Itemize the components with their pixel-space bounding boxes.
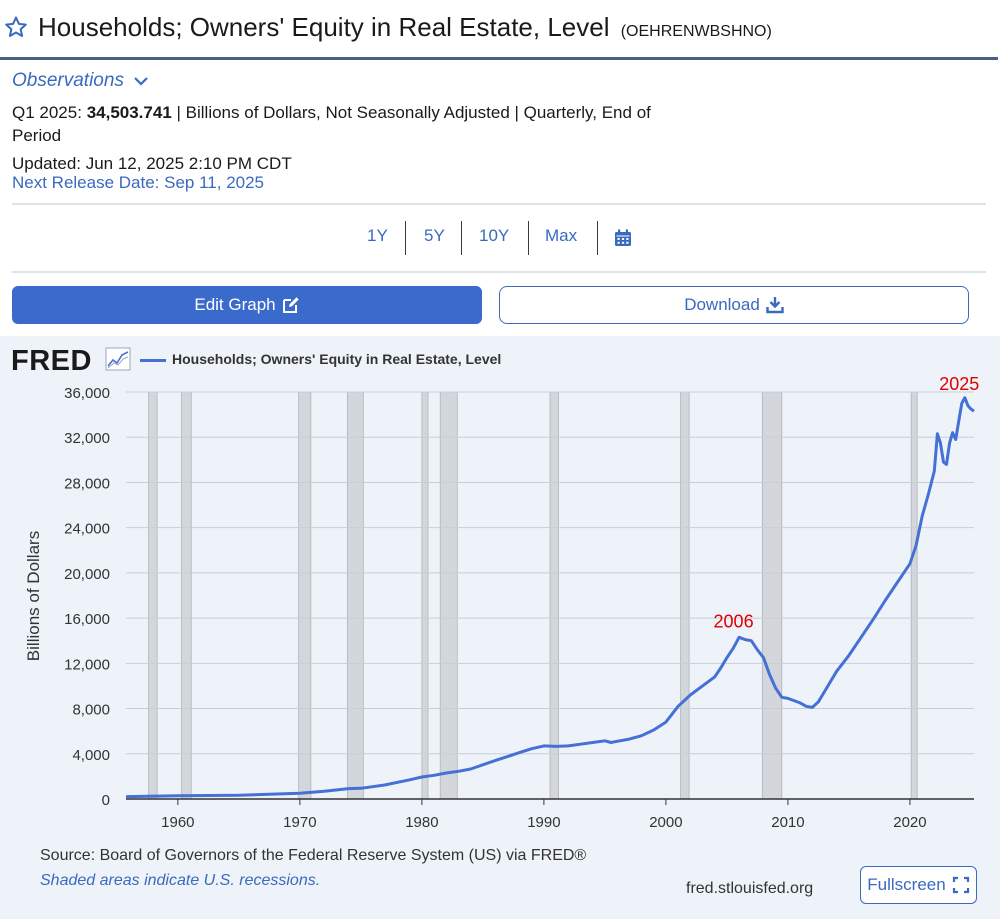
annotations: 2006 2025 [714, 374, 980, 631]
y-tick-label: 8,000 [72, 702, 110, 719]
expand-icon [952, 876, 969, 894]
legend-swatch [140, 358, 166, 362]
recession-band [761, 391, 783, 800]
recession-note: Shaded areas indicate U.S. recessions. [40, 872, 321, 889]
fullscreen-button[interactable]: Fullscreen [860, 866, 977, 904]
edit-icon [282, 297, 299, 313]
updated-date: Updated: Jun 12, 2025 2:10 PM CDT [12, 154, 292, 173]
x-tick-label: 2010 [771, 814, 804, 831]
recession-band [421, 391, 429, 800]
y-tick-label: 24,000 [64, 521, 110, 538]
y-axis-label: Billions of Dollars [24, 531, 43, 661]
y-tick-label: 20,000 [64, 566, 110, 583]
edit-graph-button[interactable]: Edit Graph [12, 286, 482, 324]
range-separator [597, 221, 598, 255]
y-tick-label: 4,000 [72, 747, 110, 764]
series-title: Households; Owners' Equity in Real Estat… [38, 12, 610, 42]
y-tick-label: 16,000 [64, 611, 110, 628]
x-tick-label: 2020 [893, 814, 926, 831]
x-tick-labels: 1960 1970 1980 1990 2000 2010 2020 [161, 799, 927, 831]
recession-band [549, 391, 559, 800]
x-tick-label: 1970 [283, 814, 316, 831]
download-button[interactable]: Download [499, 286, 969, 324]
y-tick-labels: 0 4,000 8,000 12,000 16,000 20,000 24,000 28,00… [64, 385, 110, 809]
y-tick-label: 36,000 [64, 385, 110, 402]
y-tick-label: 28,000 [64, 475, 110, 492]
range-5y-button[interactable]: 5Y [424, 226, 445, 245]
fullscreen-label: Fullscreen [867, 875, 946, 894]
series-line [125, 396, 975, 799]
recession-band [148, 391, 158, 800]
range-separator [405, 221, 406, 255]
calendar-icon[interactable] [614, 229, 632, 247]
x-tick-label: 1960 [161, 814, 194, 831]
divider [12, 203, 986, 205]
y-tick-label: 12,000 [64, 656, 110, 673]
title-divider [0, 57, 998, 60]
latest-observation: Q1 2025: 34,503.741 | Billions of Dollar… [12, 101, 652, 147]
chart-line-icon [105, 347, 131, 371]
recession-band [439, 391, 458, 800]
star-outline-icon[interactable] [4, 15, 28, 39]
chevron-down-icon [134, 77, 149, 86]
download-icon [766, 297, 784, 314]
next-release-date: Next Release Date: Sep 11, 2025 [12, 173, 265, 192]
observations-toggle[interactable]: Observations [12, 70, 149, 92]
observation-details: | Billions of Dollars, Not Seasonally Ad… [12, 103, 651, 145]
title-row: Households; Owners' Equity in Real Estat… [0, 0, 1000, 58]
series [125, 396, 975, 799]
range-separator [461, 221, 462, 255]
observation-value: 34,503.741 [86, 103, 172, 122]
range-separator [528, 221, 529, 255]
edit-graph-label: Edit Graph [194, 295, 276, 314]
line-chart: 0 4,000 8,000 12,000 16,000 20,000 24,000 28,00… [24, 374, 980, 831]
series-id: (OEHRENWBSHNO) [620, 23, 772, 40]
gridlines [126, 391, 974, 800]
divider [12, 271, 986, 273]
range-1y-button[interactable]: 1Y [367, 226, 388, 245]
chart-legend: Households; Owners' Equity in Real Estat… [140, 351, 501, 367]
chart-panel [0, 336, 1000, 919]
recession-band [680, 391, 690, 800]
observations-label: Observations [12, 70, 124, 91]
legend-label: Households; Owners' Equity in Real Estat… [172, 351, 502, 367]
x-tick-label: 1980 [405, 814, 438, 831]
recession-band [298, 391, 312, 800]
annotation-label: 2025 [939, 374, 979, 394]
recession-band [347, 391, 364, 800]
source-note: Source: Board of Governors of the Federa… [40, 847, 587, 864]
page-title: Households; Owners' Equity in Real Estat… [38, 12, 772, 43]
recession-bands [148, 391, 918, 800]
recession-band [910, 391, 918, 800]
fred-url: fred.stlouisfed.org [686, 880, 814, 897]
fred-logo: FRED [11, 345, 92, 377]
recession-band [181, 391, 192, 800]
range-10y-button[interactable]: 10Y [479, 226, 510, 245]
x-tick-label: 2000 [649, 814, 682, 831]
x-tick-label: 1990 [527, 814, 560, 831]
observation-period: Q1 2025: [12, 103, 82, 122]
y-tick-label: 32,000 [64, 430, 110, 447]
range-max-button[interactable]: Max [545, 226, 578, 245]
y-tick-label: 0 [102, 792, 110, 809]
annotation-label: 2006 [714, 611, 754, 631]
download-label: Download [684, 295, 760, 314]
